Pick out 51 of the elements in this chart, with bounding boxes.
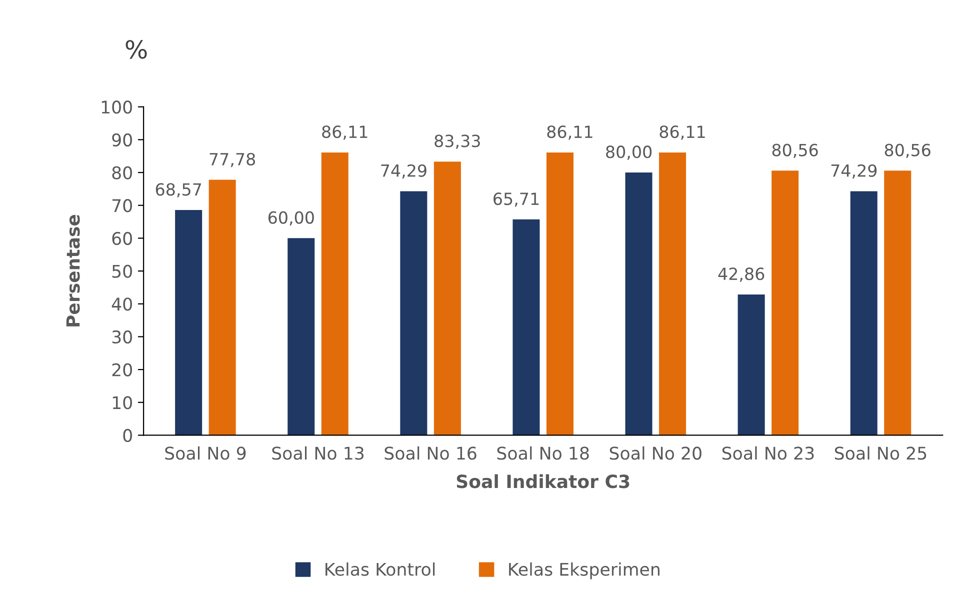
- legend-label: Kelas Kontrol: [326, 562, 435, 576]
- data-label: 80,56: [884, 144, 930, 158]
- bar: [400, 191, 428, 436]
- bar: [288, 238, 315, 436]
- bar: [546, 152, 574, 436]
- x-tick-label: Soal No 25: [834, 446, 926, 460]
- bar: [659, 152, 686, 436]
- y-tick-label: 40: [112, 298, 132, 311]
- data-label: 42,86: [718, 268, 764, 282]
- y-tick-label: 30: [112, 330, 132, 344]
- y-tick-label: 80: [112, 166, 132, 180]
- bar: [738, 294, 765, 436]
- data-label: 74,29: [381, 164, 426, 179]
- data-label: 86,11: [660, 126, 705, 140]
- x-tick-label: Soal No 9: [165, 446, 246, 460]
- data-label: 83,33: [434, 134, 480, 149]
- y-tick-label: 10: [112, 396, 132, 410]
- data-label: 68,57: [156, 183, 202, 198]
- bar: [321, 152, 348, 436]
- x-tick-label: Soal No 13: [272, 446, 364, 460]
- bar: [208, 180, 236, 436]
- y-tick-label: 0: [123, 428, 132, 442]
- bar: [434, 162, 461, 436]
- text: %: [126, 40, 147, 59]
- x-tick-label: Soal No 18: [497, 446, 589, 460]
- data-label: 86,11: [322, 126, 368, 140]
- legend-label: Kelas Eksperimen: [509, 562, 660, 580]
- y-axis-title: Persentase: [66, 214, 80, 326]
- x-tick-label: Soal No 20: [610, 446, 702, 460]
- y-tick-label: 70: [112, 199, 132, 212]
- data-label: 60,00: [268, 211, 314, 226]
- bar: [512, 219, 540, 436]
- bar: [772, 170, 799, 436]
- data-label: 65,71: [494, 192, 539, 207]
- y-tick-label: 60: [112, 232, 132, 246]
- bar: [850, 191, 878, 436]
- bar: [175, 210, 202, 436]
- x-axis-title: Soal Indikator C3: [456, 474, 630, 488]
- x-tick-label: Soal No 16: [384, 446, 476, 460]
- data-label: 80,56: [772, 144, 818, 158]
- y-tick-label: 100: [102, 100, 132, 114]
- x-tick-label: Soal No 23: [722, 446, 814, 460]
- bar: [884, 170, 912, 436]
- data-label: 86,11: [547, 126, 592, 140]
- bar: [625, 172, 652, 436]
- y-tick-label: 20: [112, 363, 132, 376]
- y-tick-label: 90: [112, 133, 132, 147]
- y-tick-label: 50: [112, 264, 132, 278]
- data-label: 80,00: [606, 146, 652, 160]
- data-label: 77,78: [210, 152, 256, 168]
- data-label: 74,29: [831, 164, 877, 179]
